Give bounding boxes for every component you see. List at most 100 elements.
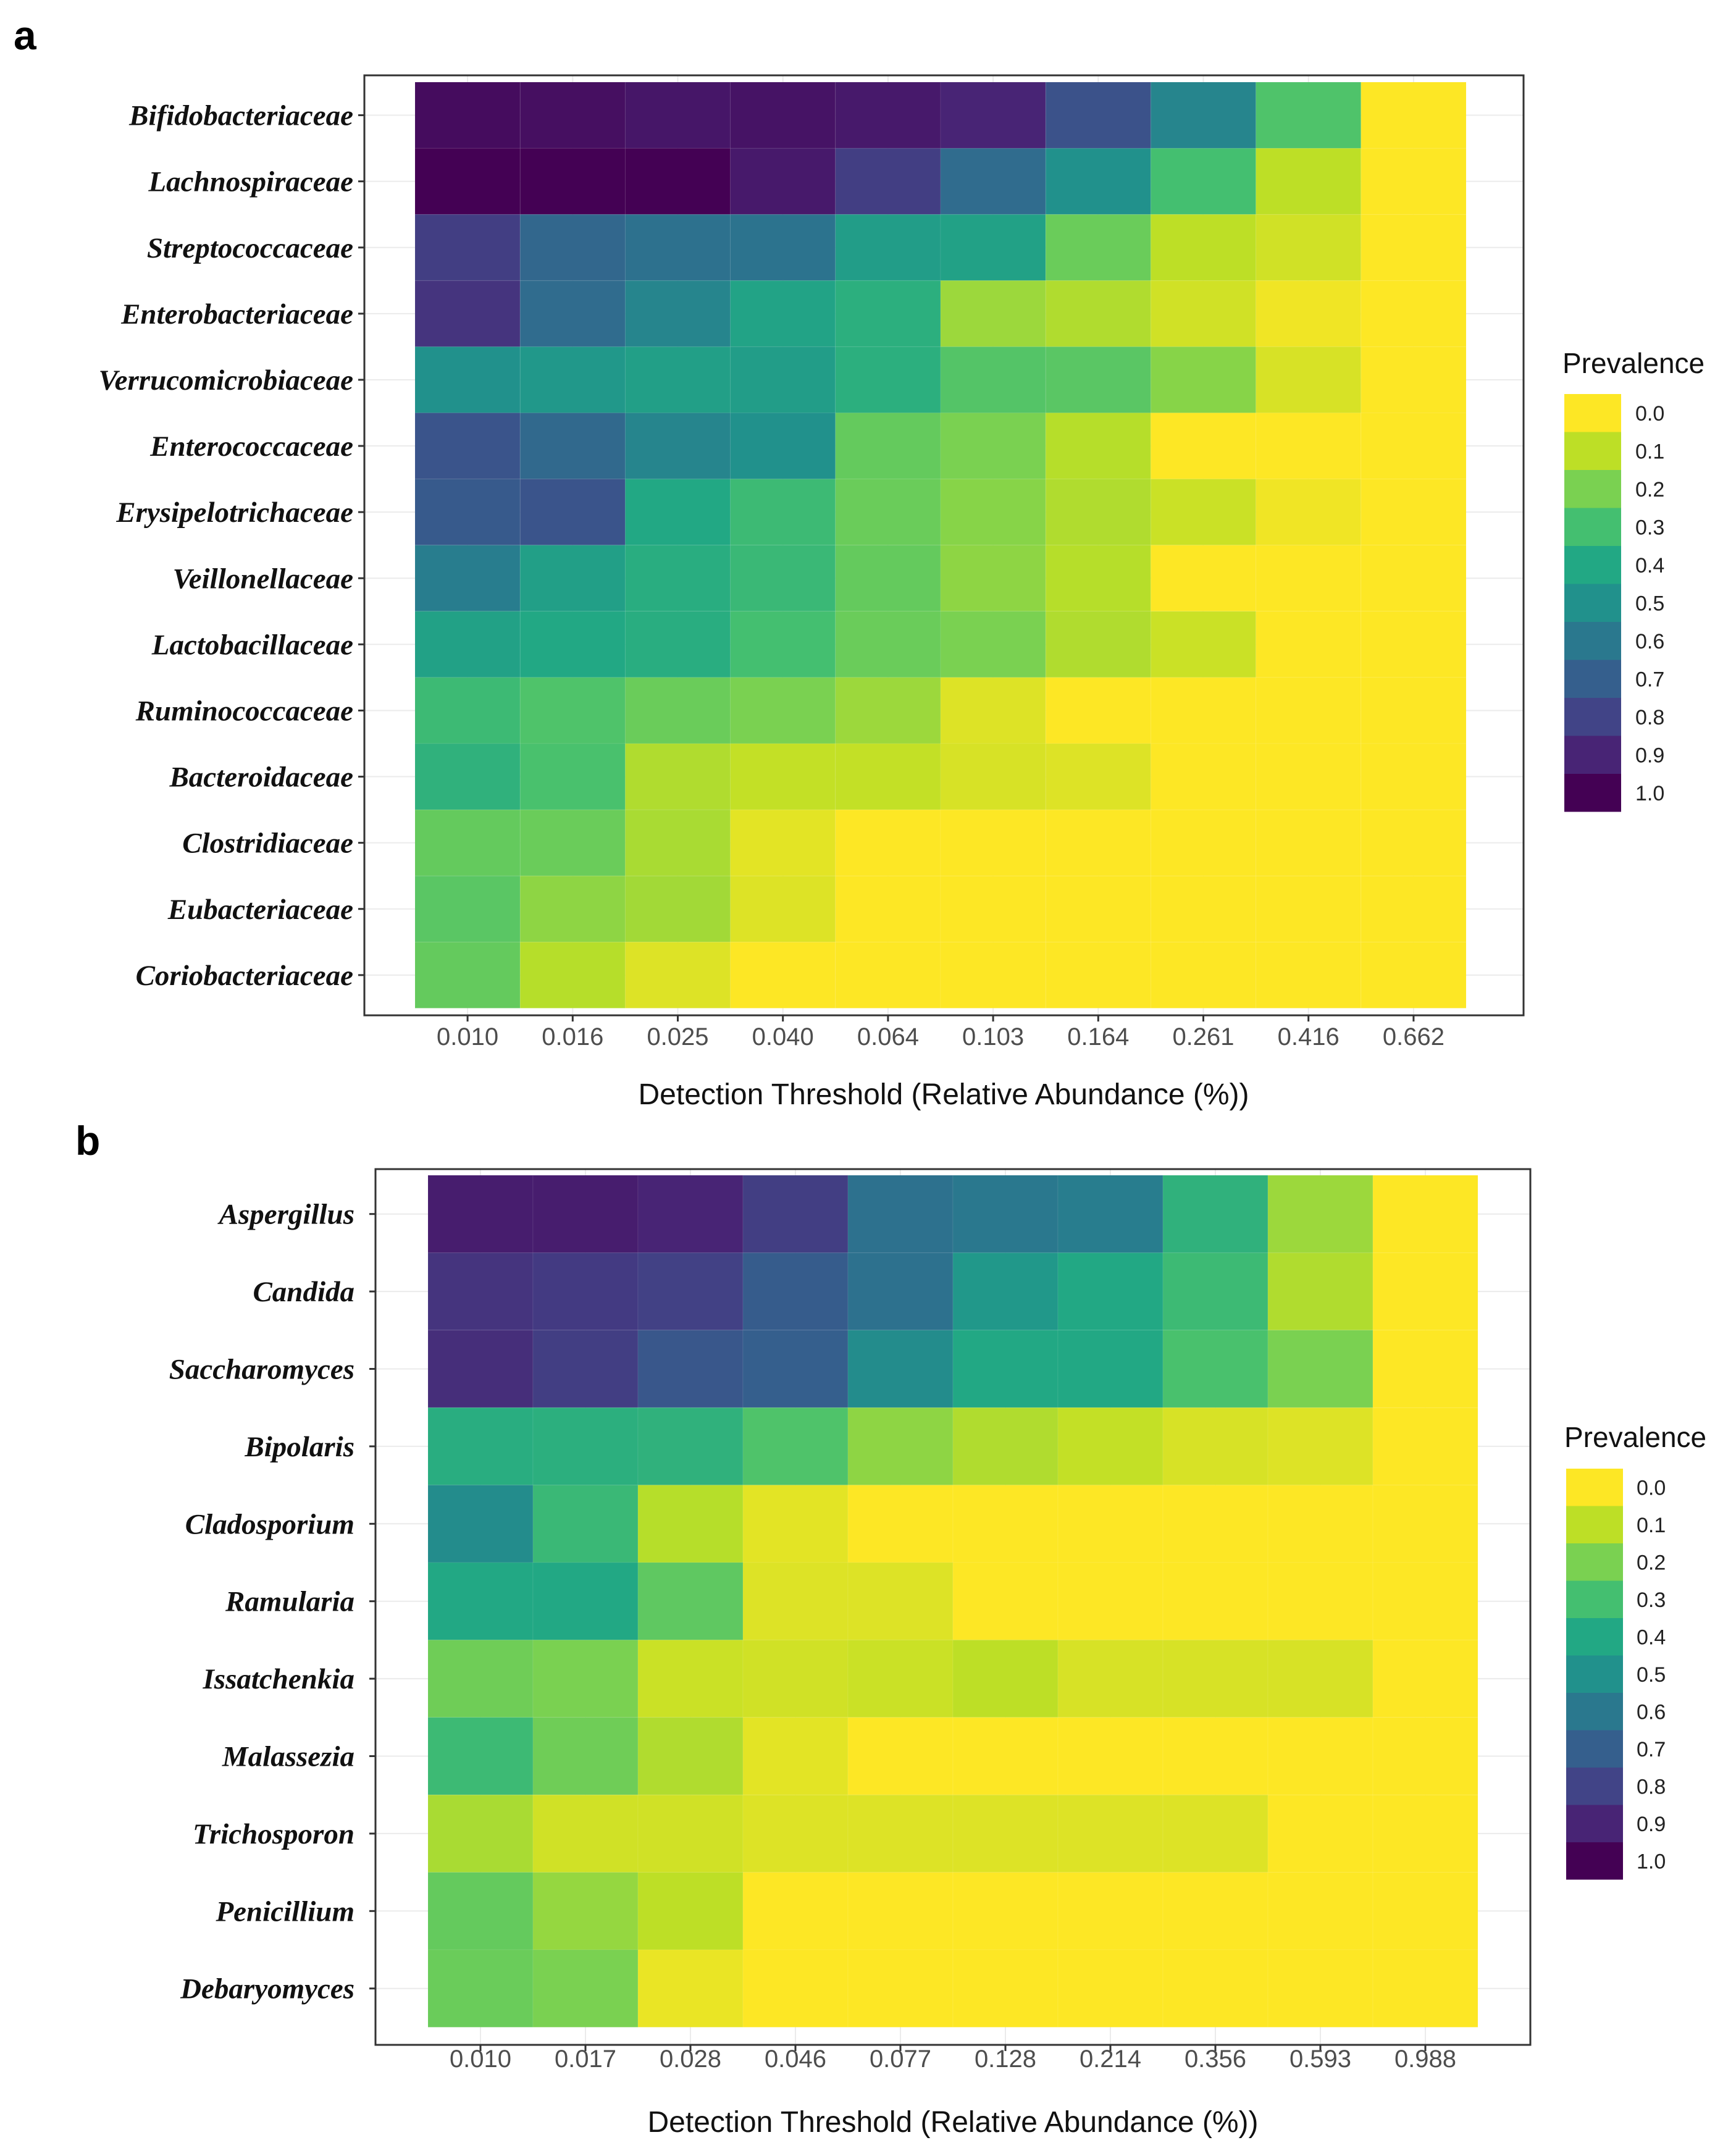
heatmap-cell: Streptococcaceae @ 0.416: 0.07 xyxy=(1256,214,1362,281)
legend-key-label: 0.2 xyxy=(1635,478,1664,501)
heatmap-cell: Malassezia @ 0.988: 0 xyxy=(1372,1717,1478,1795)
x-axis-title: Detection Threshold (Relative Abundance … xyxy=(639,1078,1249,1111)
heatmap-cell: Clostridiaceae @ 0.064: 0 xyxy=(835,809,941,876)
x-tick-label: 0.662 xyxy=(1383,1023,1445,1051)
heatmap-cell: Malassezia @ 0.356: 0 xyxy=(1162,1717,1268,1795)
heatmap-cell: Bifidobacteriaceae @ 0.261: 0.55 xyxy=(1150,82,1257,149)
heatmap-cell: Enterococcaceae @ 0.016: 0.66 xyxy=(519,413,626,480)
heatmap-cell: Ramularia @ 0.010: 0.4 xyxy=(427,1562,534,1640)
row-label: Eubacteriaceae xyxy=(167,894,353,926)
heatmap-cell: Penicillium @ 0.077: 0 xyxy=(847,1872,954,1950)
heatmap-cell: Ramularia @ 0.356: 0 xyxy=(1162,1562,1268,1640)
heatmap-cell: Erysipelotrichaceae @ 0.164: 0.12 xyxy=(1045,479,1151,546)
heatmap-cell: Issatchenkia @ 0.046: 0.07 xyxy=(742,1639,849,1718)
heatmap-cell: Enterococcaceae @ 0.261: 0 xyxy=(1150,413,1257,480)
heatmap-cell: Clostridiaceae @ 0.040: 0.04 xyxy=(730,809,836,876)
heatmap-cell: Ruminococcaceae @ 0.040: 0.2 xyxy=(730,677,836,744)
x-tick-label: 0.261 xyxy=(1172,1023,1234,1051)
heatmap-cell: Coriobacteriaceae @ 0.016: 0.11 xyxy=(519,941,626,1009)
row-label: Lactobacillaceae xyxy=(151,629,353,661)
legend-key-swatch xyxy=(1564,660,1621,698)
legend-key-swatch xyxy=(1564,622,1621,660)
legend-key-swatch xyxy=(1566,1469,1623,1506)
heatmap-cell: Bifidobacteriaceae @ 0.662: 0 xyxy=(1361,82,1467,149)
heatmap-cell: Malassezia @ 0.028: 0.12 xyxy=(637,1717,744,1795)
heatmap-cell: Lactobacillaceae @ 0.164: 0.12 xyxy=(1045,611,1151,678)
row-label: Malassezia xyxy=(222,1741,354,1773)
legend-key-swatch xyxy=(1566,1543,1623,1581)
legend-key-swatch xyxy=(1564,508,1621,546)
heatmap-cell: Ramularia @ 0.128: 0 xyxy=(952,1562,1059,1640)
heatmap-cell: Lachnospiraceae @ 0.010: 1 xyxy=(414,148,521,215)
heatmap-cell: Enterobacteriaceae @ 0.416: 0.02 xyxy=(1256,280,1362,347)
heatmap-cell: Issatchenkia @ 0.017: 0.2 xyxy=(532,1639,639,1718)
heatmap-cell: Issatchenkia @ 0.988: 0 xyxy=(1372,1639,1478,1718)
heatmap-cell: Enterococcaceae @ 0.025: 0.55 xyxy=(624,413,731,480)
heatmap-cell: Ramularia @ 0.017: 0.4 xyxy=(532,1562,639,1640)
row-label: Trichosporon xyxy=(193,1818,354,1850)
heatmap-cell: Malassezia @ 0.010: 0.32 xyxy=(427,1717,534,1795)
heatmap-cell: Aspergillus @ 0.356: 0.36 xyxy=(1162,1175,1268,1253)
legend-key-label: 1.0 xyxy=(1637,1850,1666,1873)
heatmap-cell: Enterococcaceae @ 0.416: 0 xyxy=(1256,413,1362,480)
row-label: Veillonellaceae xyxy=(173,563,353,595)
heatmap-cell: Cladosporium @ 0.028: 0.11 xyxy=(637,1485,744,1563)
heatmap-cell: Veillonellaceae @ 0.103: 0.17 xyxy=(940,545,1046,612)
legend-key-label: 0.8 xyxy=(1635,706,1664,729)
heatmap-cell: Erysipelotrichaceae @ 0.016: 0.74 xyxy=(519,479,626,546)
heatmap-cell: Trichosporon @ 0.077: 0.05 xyxy=(847,1794,954,1873)
heatmap-cell: Clostridiaceae @ 0.416: 0 xyxy=(1256,809,1362,876)
row-label: Cladosporium xyxy=(185,1508,354,1540)
heatmap-cell: Lachnospiraceae @ 0.103: 0.65 xyxy=(940,148,1046,215)
heatmap-cell: Debaryomyces @ 0.010: 0.23 xyxy=(427,1949,534,2028)
heatmap-cell: Cladosporium @ 0.356: 0 xyxy=(1162,1485,1268,1563)
heatmap-cell: Saccharomyces @ 0.028: 0.73 xyxy=(637,1330,744,1408)
legend-key-label: 0.3 xyxy=(1635,516,1664,539)
heatmap-cell: Ruminococcaceae @ 0.016: 0.28 xyxy=(519,677,626,744)
heatmap-cell: Coriobacteriaceae @ 0.064: 0 xyxy=(835,941,941,1009)
heatmap-cell: Candida @ 0.214: 0.4 xyxy=(1057,1252,1164,1331)
heatmap-cell: Malassezia @ 0.017: 0.22 xyxy=(532,1717,639,1795)
heatmap-cell: Coriobacteriaceae @ 0.662: 0 xyxy=(1361,941,1467,1009)
heatmap-cell: Debaryomyces @ 0.128: 0 xyxy=(952,1949,1059,2028)
heatmap-cell: Malassezia @ 0.077: 0 xyxy=(847,1717,954,1795)
heatmap-cell: Ruminococcaceae @ 0.164: 0 xyxy=(1045,677,1151,744)
heatmap-cell: Coriobacteriaceae @ 0.025: 0.05 xyxy=(624,941,731,1009)
heatmap-cell: Veillonellaceae @ 0.025: 0.38 xyxy=(624,545,731,612)
heatmap-cell: Penicillium @ 0.214: 0 xyxy=(1057,1872,1164,1950)
heatmap-cell: Enterobacteriaceae @ 0.010: 0.85 xyxy=(414,280,521,347)
heatmap-panel-a: Bifidobacteriaceae @ 0.010: 0.97Bifidoba… xyxy=(99,74,1705,1111)
heatmap-cell: Ruminococcaceae @ 0.010: 0.32 xyxy=(414,677,521,744)
legend-key-swatch xyxy=(1566,1618,1623,1656)
heatmap-cell: Malassezia @ 0.046: 0.04 xyxy=(742,1717,849,1795)
heatmap-cell: Lactobacillaceae @ 0.016: 0.4 xyxy=(519,611,626,678)
legend-key-label: 0.4 xyxy=(1635,554,1664,577)
heatmap-cell: Cladosporium @ 0.128: 0 xyxy=(952,1485,1059,1563)
heatmap-cell: Saccharomyces @ 0.017: 0.82 xyxy=(532,1330,639,1408)
heatmap-cell: Cladosporium @ 0.077: 0 xyxy=(847,1485,954,1563)
heatmap-cell: Debaryomyces @ 0.593: 0 xyxy=(1267,1949,1373,2028)
legend-key-swatch xyxy=(1566,1805,1623,1842)
legend-key-swatch xyxy=(1564,774,1621,812)
heatmap-cell: Enterobacteriaceae @ 0.025: 0.55 xyxy=(624,280,731,347)
heatmap-cell: Bacteroidaceae @ 0.164: 0.05 xyxy=(1045,743,1151,810)
heatmap-cell: Ruminococcaceae @ 0.662: 0 xyxy=(1361,677,1467,744)
heatmap-cell: Coriobacteriaceae @ 0.416: 0 xyxy=(1256,941,1362,1009)
heatmap-cell: Erysipelotrichaceae @ 0.025: 0.4 xyxy=(624,479,731,546)
heatmap-cell: Issatchenkia @ 0.593: 0.06 xyxy=(1267,1639,1373,1718)
row-label: Bacteroidaceae xyxy=(169,761,353,794)
heatmap-cell: Issatchenkia @ 0.356: 0.06 xyxy=(1162,1639,1268,1718)
heatmap-cell: Lactobacillaceae @ 0.064: 0.23 xyxy=(835,611,941,678)
heatmap-cell: Lactobacillaceae @ 0.040: 0.3 xyxy=(730,611,836,678)
heatmap-cell: Bifidobacteriaceae @ 0.064: 0.93 xyxy=(835,82,941,149)
heatmap-cell: Clostridiaceae @ 0.662: 0 xyxy=(1361,809,1467,876)
heatmap-cell: Clostridiaceae @ 0.025: 0.13 xyxy=(624,809,731,876)
heatmap-cell: Malassezia @ 0.593: 0 xyxy=(1267,1717,1373,1795)
heatmap-cell: Enterococcaceae @ 0.010: 0.74 xyxy=(414,413,521,480)
heatmap-cell: Veillonellaceae @ 0.261: 0 xyxy=(1150,545,1257,612)
heatmap-cell: Cladosporium @ 0.017: 0.33 xyxy=(532,1485,639,1563)
legend-key-label: 0.9 xyxy=(1637,1813,1666,1836)
heatmap-cell: Bipolaris @ 0.028: 0.36 xyxy=(637,1407,744,1486)
row-label: Candida xyxy=(253,1276,354,1308)
